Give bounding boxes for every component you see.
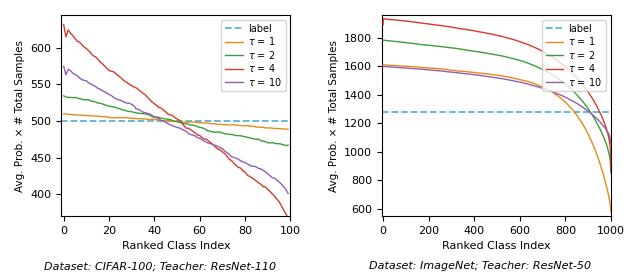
$\tau$ = 2 [175, 121, 183, 124]
$\tau$ = 10 [284, 192, 292, 195]
$\tau$ = 2 [273, 142, 280, 145]
$\tau$ = 4 [561, 65, 569, 68]
$\tau$ = 1 [194, 121, 202, 124]
$\tau$ = 4 [175, 119, 183, 122]
$\tau$ = 1 [273, 127, 280, 130]
$\tau$ = 10 [403, 66, 410, 70]
Line: $\tau$ = 1: $\tau$ = 1 [383, 65, 611, 212]
$\tau$ = 1 [557, 96, 564, 100]
$\tau$ = 1 [284, 128, 292, 131]
$\tau$ = 1 [175, 120, 183, 124]
$\tau$ = 10 [380, 65, 387, 68]
$\tau$ = 1 [103, 115, 111, 119]
$\tau$ = 4 [103, 66, 111, 70]
$\tau$ = 10 [60, 65, 67, 68]
$\tau$ = 2 [103, 104, 111, 107]
$\tau$ = 4 [284, 217, 292, 220]
label: (0, 500): (0, 500) [60, 119, 67, 123]
$\tau$ = 10 [536, 86, 543, 89]
label: (1, 500): (1, 500) [62, 119, 70, 123]
Line: $\tau$ = 2: $\tau$ = 2 [63, 96, 288, 145]
$\tau$ = 2 [266, 141, 274, 145]
$\tau$ = 4 [60, 23, 67, 26]
label: (1, 1.28e+03): (1, 1.28e+03) [380, 110, 387, 114]
Legend: label, $\tau$ = 1, $\tau$ = 2, $\tau$ = 4, $\tau$ = 10: label, $\tau$ = 1, $\tau$ = 2, $\tau$ = … [542, 20, 606, 91]
$\tau$ = 2 [194, 125, 202, 128]
$\tau$ = 10 [194, 136, 202, 139]
$\tau$ = 2 [282, 144, 290, 147]
$\tau$ = 10 [472, 73, 479, 76]
$\tau$ = 4 [557, 61, 564, 65]
Line: $\tau$ = 10: $\tau$ = 10 [63, 66, 288, 193]
Line: $\tau$ = 2: $\tau$ = 2 [383, 40, 611, 173]
$\tau$ = 2 [380, 39, 387, 42]
Y-axis label: Avg. Prob. × # Total Samples: Avg. Prob. × # Total Samples [328, 40, 339, 191]
$\tau$ = 10 [561, 95, 569, 99]
$\tau$ = 1 [380, 63, 387, 66]
$\tau$ = 2 [480, 51, 488, 54]
$\tau$ = 2 [536, 66, 543, 70]
$\tau$ = 1 [403, 65, 410, 68]
$\tau$ = 10 [607, 141, 614, 145]
$\tau$ = 10 [103, 92, 111, 95]
$\tau$ = 4 [112, 72, 120, 75]
$\tau$ = 4 [480, 31, 488, 34]
$\tau$ = 4 [194, 133, 202, 137]
$\tau$ = 2 [472, 50, 479, 53]
$\tau$ = 2 [557, 79, 564, 82]
Legend: label, $\tau$ = 1, $\tau$ = 2, $\tau$ = 4, $\tau$ = 10: label, $\tau$ = 1, $\tau$ = 2, $\tau$ = … [221, 20, 285, 91]
$\tau$ = 10 [480, 74, 488, 78]
$\tau$ = 2 [60, 94, 67, 98]
$\tau$ = 1 [607, 210, 614, 214]
$\tau$ = 10 [380, 65, 387, 68]
$\tau$ = 2 [561, 82, 569, 85]
label: (0, 1.28e+03): (0, 1.28e+03) [380, 110, 387, 114]
Line: $\tau$ = 4: $\tau$ = 4 [63, 24, 288, 218]
$\tau$ = 4 [536, 48, 543, 52]
$\tau$ = 1 [60, 112, 67, 116]
$\tau$ = 10 [557, 94, 564, 97]
$\tau$ = 10 [273, 178, 280, 182]
$\tau$ = 1 [112, 116, 120, 119]
Line: $\tau$ = 4: $\tau$ = 4 [383, 19, 611, 169]
$\tau$ = 1 [266, 126, 274, 130]
$\tau$ = 4 [380, 17, 387, 20]
$\tau$ = 1 [480, 72, 488, 75]
Line: $\tau$ = 1: $\tau$ = 1 [63, 114, 288, 129]
$\tau$ = 4 [607, 167, 614, 171]
$\tau$ = 10 [266, 174, 274, 177]
X-axis label: Ranked Class Index: Ranked Class Index [122, 241, 230, 251]
$\tau$ = 1 [536, 84, 543, 88]
$\tau$ = 10 [112, 97, 120, 101]
$\tau$ = 2 [403, 41, 410, 45]
$\tau$ = 4 [273, 198, 280, 201]
Text: Dataset: ImageNet; Teacher: ResNet-50: Dataset: ImageNet; Teacher: ResNet-50 [369, 261, 591, 271]
$\tau$ = 4 [380, 23, 387, 26]
$\tau$ = 1 [380, 63, 387, 67]
$\tau$ = 4 [403, 19, 410, 23]
$\tau$ = 2 [112, 106, 120, 109]
$\tau$ = 2 [380, 39, 387, 42]
$\tau$ = 4 [472, 29, 479, 33]
Line: $\tau$ = 10: $\tau$ = 10 [383, 66, 611, 143]
$\tau$ = 1 [472, 71, 479, 74]
$\tau$ = 2 [607, 171, 614, 175]
$\tau$ = 4 [266, 190, 274, 193]
$\tau$ = 2 [284, 143, 292, 147]
Text: Dataset: CIFAR-100; Teacher: ResNet-110: Dataset: CIFAR-100; Teacher: ResNet-110 [44, 261, 276, 271]
$\tau$ = 1 [561, 100, 569, 103]
X-axis label: Ranked Class Index: Ranked Class Index [442, 241, 551, 251]
Y-axis label: Avg. Prob. × # Total Samples: Avg. Prob. × # Total Samples [15, 40, 25, 191]
$\tau$ = 10 [175, 126, 183, 130]
